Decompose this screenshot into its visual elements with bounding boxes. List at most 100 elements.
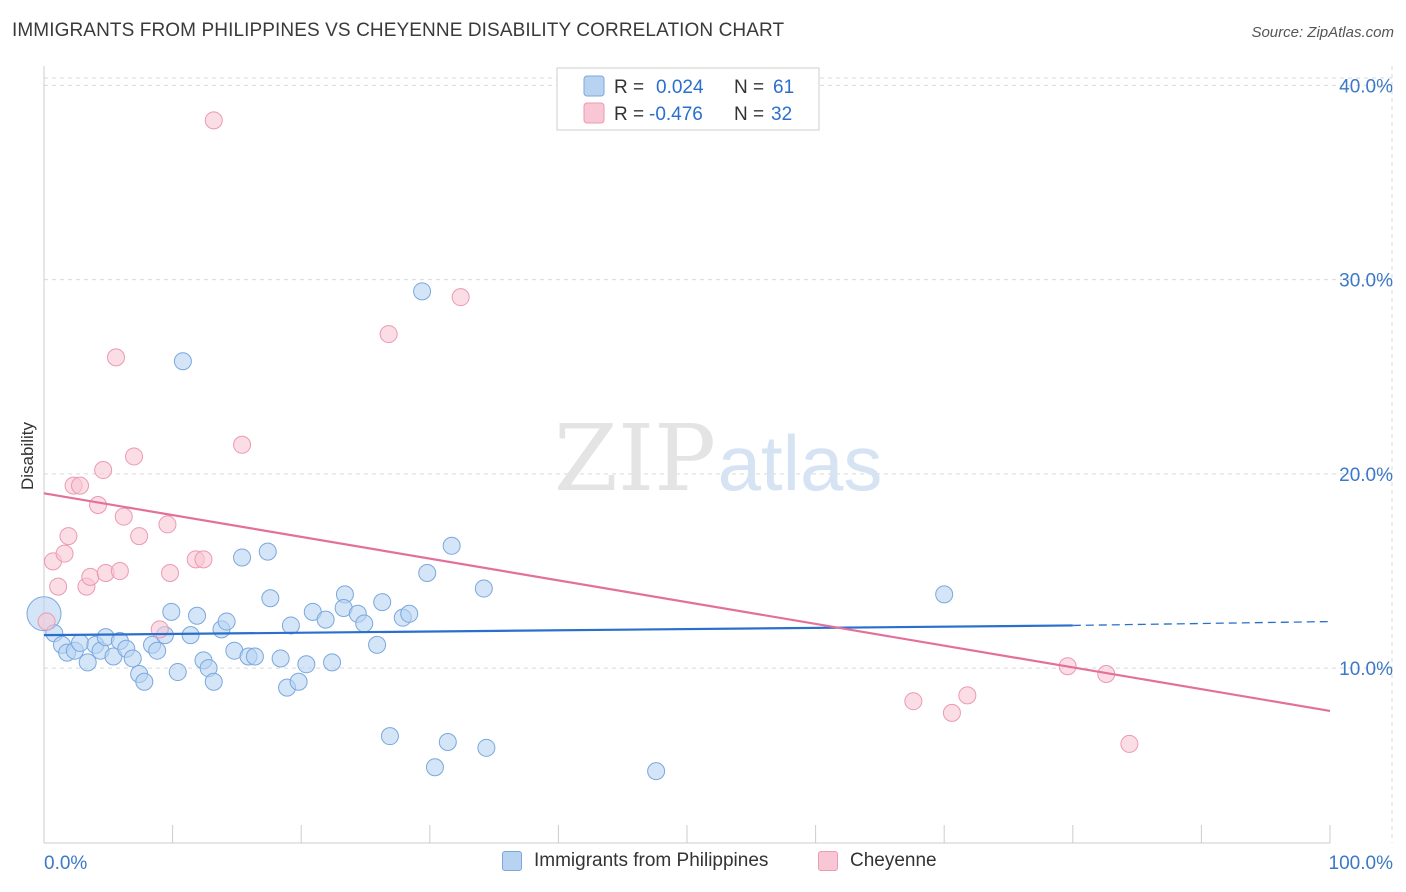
data-point-philippines (438, 732, 457, 751)
data-point-philippines (647, 762, 666, 781)
data-point-cheyenne (125, 447, 144, 466)
data-point-philippines (258, 542, 277, 561)
data-point-philippines (78, 653, 97, 672)
tick-labels: 10.0% 20.0% 30.0% 40.0% 0.0% 100.0% (44, 76, 1393, 874)
chart-title: IMMIGRANTS FROM PHILIPPINES VS CHEYENNE … (12, 20, 785, 41)
data-point-cheyenne (379, 325, 398, 344)
stats-r-label: R = (614, 104, 644, 125)
data-point-philippines (373, 593, 392, 612)
data-point-philippines (173, 352, 192, 371)
stats-r-value: 0.024 (656, 77, 704, 98)
data-point-cheyenne (49, 577, 68, 596)
y-tick-label: 20.0% (1339, 465, 1393, 486)
data-point-philippines (380, 727, 399, 746)
data-point-cheyenne (161, 563, 180, 582)
stats-row-pink: R = -0.476 N = 32 (583, 102, 792, 125)
trend-line-extension (1072, 620, 1331, 627)
data-point-philippines (316, 610, 335, 629)
data-point-cheyenne (81, 567, 100, 586)
data-point-cheyenne (204, 111, 223, 130)
stats-n-label: N = (734, 77, 764, 98)
data-point-philippines (297, 655, 316, 674)
data-point-philippines (233, 548, 252, 567)
stats-n-value: 32 (771, 104, 792, 125)
data-point-philippines (474, 579, 493, 598)
data-point-philippines (400, 604, 419, 623)
data-point-cheyenne (942, 703, 961, 722)
data-points (26, 111, 1139, 781)
data-point-cheyenne (150, 620, 169, 639)
legend-label-cheyenne: Cheyenne (850, 850, 937, 871)
data-point-cheyenne (110, 562, 129, 581)
data-point-cheyenne (55, 544, 74, 563)
data-point-cheyenne (59, 527, 78, 546)
data-point-philippines (148, 641, 167, 660)
data-point-philippines (135, 672, 154, 691)
data-point-philippines (71, 633, 90, 652)
data-point-cheyenne (94, 461, 113, 480)
stats-n-label: N = (734, 104, 764, 125)
data-point-philippines (181, 626, 200, 645)
data-point-philippines (204, 672, 223, 691)
stats-row-blue: R = 0.024 N = 61 (583, 75, 794, 98)
trend-lines (43, 492, 1331, 712)
data-point-cheyenne (451, 288, 470, 307)
data-point-philippines (162, 602, 181, 621)
y-axis-label: Disability (18, 421, 37, 490)
data-point-cheyenne (958, 686, 977, 705)
data-point-philippines (418, 563, 437, 582)
y-tick-label: 30.0% (1339, 271, 1393, 292)
watermark: ZIP atlas (554, 405, 882, 512)
data-point-cheyenne (130, 527, 149, 546)
data-point-philippines (442, 536, 461, 555)
series-legend: Immigrants from Philippines Cheyenne (0, 850, 1406, 880)
data-point-philippines (245, 647, 264, 666)
data-point-philippines (123, 649, 142, 668)
data-point-cheyenne (89, 496, 108, 515)
stats-r-value: -0.476 (649, 104, 703, 125)
data-point-philippines (281, 616, 300, 635)
legend-swatch-pink (818, 851, 838, 871)
y-tick-label: 40.0% (1339, 76, 1393, 97)
y-tick-label: 10.0% (1339, 659, 1393, 680)
trend-line-cheyenne (43, 492, 1331, 712)
x-tick-label: 100.0% (1329, 853, 1394, 874)
data-point-philippines (425, 758, 444, 777)
data-point-cheyenne (1120, 734, 1139, 753)
data-point-philippines (368, 635, 387, 654)
trend-line-philippines (43, 624, 1073, 637)
data-point-philippines (935, 585, 954, 604)
data-point-philippines (168, 663, 187, 682)
stats-n-value: 61 (773, 77, 794, 98)
data-point-philippines (271, 649, 290, 668)
data-point-philippines (289, 672, 308, 691)
data-point-philippines (355, 614, 374, 633)
watermark-atlas: atlas (718, 419, 883, 507)
data-point-cheyenne (158, 515, 177, 534)
data-point-cheyenne (107, 348, 126, 367)
watermark-zip: ZIP (554, 405, 716, 512)
data-point-cheyenne (233, 435, 252, 454)
stats-swatch-blue (583, 75, 605, 97)
data-point-philippines (188, 606, 207, 625)
stats-legend: R = 0.024 N = 61 R = -0.476 N = 32 (556, 67, 820, 131)
stats-swatch-pink (583, 102, 605, 124)
data-point-cheyenne (71, 476, 90, 495)
axes (43, 66, 1331, 844)
source-label: Source: ZipAtlas.com (1251, 24, 1394, 41)
legend-label-philippines: Immigrants from Philippines (534, 850, 769, 871)
data-point-cheyenne (37, 612, 56, 631)
data-point-cheyenne (904, 692, 923, 711)
legend-swatch-blue (502, 851, 522, 871)
data-point-cheyenne (114, 507, 133, 526)
data-point-philippines (261, 589, 280, 608)
data-point-philippines (217, 612, 236, 631)
data-point-philippines (323, 653, 342, 672)
legend-item-philippines[interactable]: Immigrants from Philippines (502, 850, 768, 872)
x-tick-label: 0.0% (44, 853, 87, 874)
data-point-philippines (477, 738, 496, 757)
data-point-philippines (413, 282, 432, 301)
data-point-cheyenne (194, 550, 213, 569)
legend-item-cheyenne[interactable]: Cheyenne (818, 850, 937, 872)
